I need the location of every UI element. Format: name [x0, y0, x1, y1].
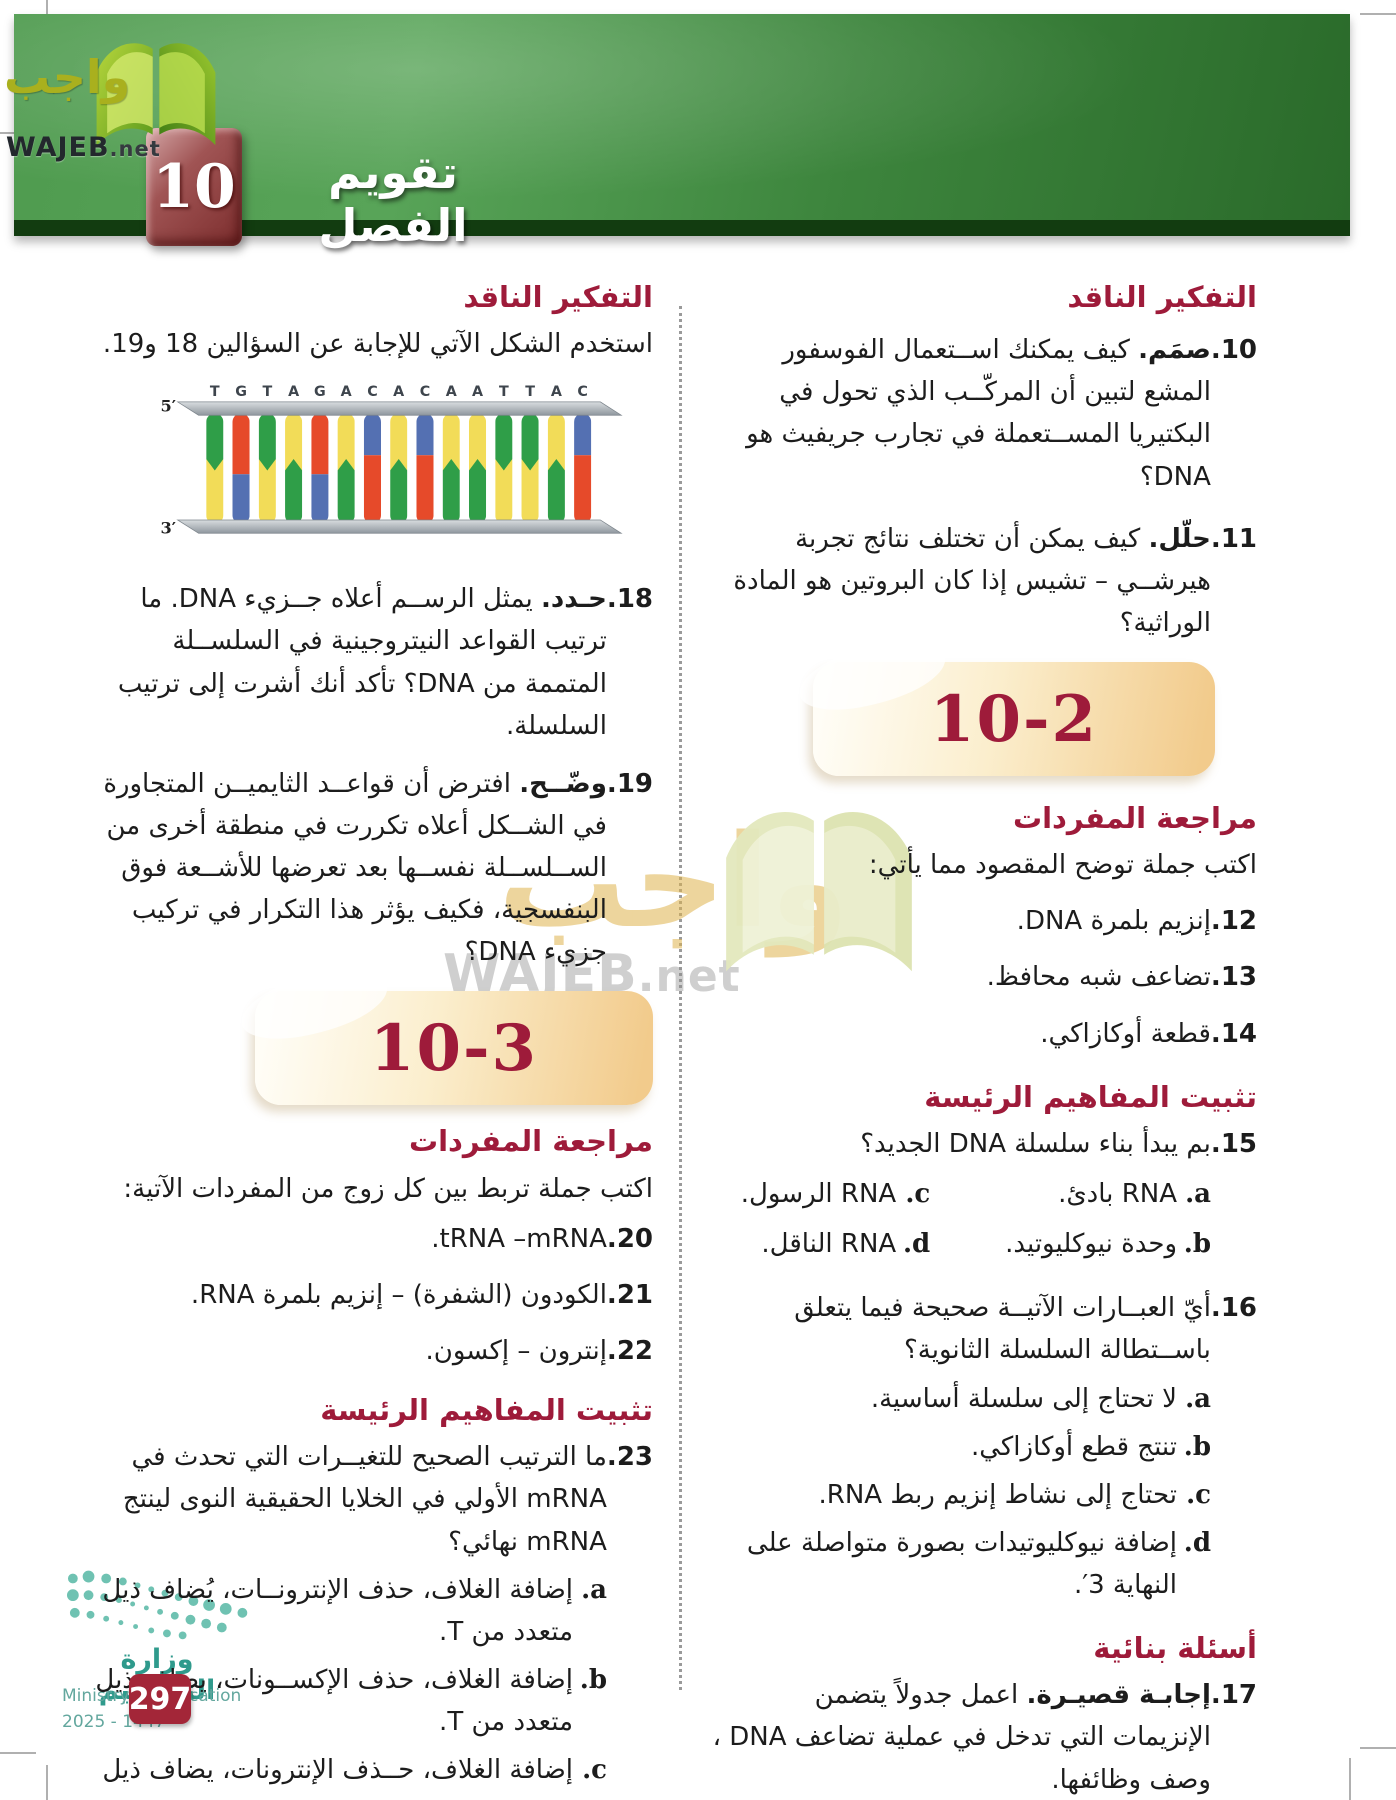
- section-badge-10-2: 10-2: [813, 662, 1215, 777]
- dna-bottom-rail: [176, 519, 623, 535]
- watermark-book-icon: [726, 811, 912, 972]
- question-text: حلّل. كيف يمكن أن تختلف نتائج تجربة هيرش…: [733, 523, 1211, 638]
- option-c: c. إضافة الغلاف، حــذف الإنترونات، يضاف ذ…: [102, 1755, 607, 1800]
- question-20: 20. tRNA –mRNA.: [431, 1223, 653, 1254]
- heading-main-ideas-right: تثبيت المفاهيم الرئيسة: [924, 1079, 1257, 1114]
- five-prime-label: 5′: [161, 397, 177, 416]
- chapter-number: 10: [152, 152, 236, 222]
- dna-top-rail: [176, 401, 623, 416]
- svg-text:A: A: [288, 385, 299, 401]
- svg-text:T: T: [499, 385, 509, 401]
- question-15: 15. بم يبدأ بناء سلسلة DNA الجديد؟: [860, 1128, 1257, 1159]
- svg-text:A: A: [551, 385, 562, 401]
- question-17: 17. إجابـة قصيـرة. اعمل جدولاً يتضمن الإ…: [712, 1680, 1257, 1795]
- open-book-icon: [96, 43, 216, 146]
- column-right: التفكير الناقد 10. صمَم. كيف يمكنك اســت…: [712, 275, 1257, 1800]
- question-number: 11.: [1210, 523, 1257, 554]
- option-a: a. RNA بادئ.: [1058, 1179, 1211, 1210]
- option-d: d. RNA الناقل.: [761, 1229, 931, 1260]
- option-c: c. RNA الرسول.: [740, 1179, 931, 1210]
- vocab-intro-right: اكتب جملة توضح المقصود مما يأتي:: [868, 850, 1257, 881]
- question-11: 11. حلّل. كيف يمكن أن تختلف نتائج تجربة …: [712, 518, 1257, 644]
- question-number: 10.: [1210, 335, 1257, 366]
- question-19: 19. وضّــح. افترض أن قواعــد الثايميــن …: [103, 768, 653, 968]
- question-16-options: a. لا تحتاج إلى سلسلة أساسية. b. تنتج قطع …: [712, 1378, 1257, 1607]
- wajeb-brand-latin: WAJEB.net: [6, 132, 161, 163]
- figure-instruction: استخدم الشكل الآتي للإجابة عن السؤالين 1…: [102, 329, 653, 360]
- svg-text:A: A: [472, 385, 483, 401]
- question-23: 23. ما الترتيب الصحيح للتغيــرات التي تح…: [122, 1442, 653, 1557]
- svg-text:T: T: [262, 385, 272, 401]
- page-title: تقويم الفصل: [318, 146, 468, 252]
- svg-text:T: T: [525, 385, 535, 401]
- heading-constructed-response: أسئلة بنائية: [1093, 1631, 1257, 1666]
- cropmark-bottom-left-h: [0, 1752, 36, 1754]
- svg-text:A: A: [341, 385, 352, 401]
- svg-text:G: G: [314, 385, 326, 401]
- question-16: 16. أيّ العبــارات الآتيــة صحيحة فيما ي…: [794, 1293, 1257, 1366]
- column-left: التفكير الناقد استخدم الشكل الآتي للإجاب…: [95, 275, 653, 1800]
- question-21: 21. الكودون (الشفرة) – إنزيم بلمرة RNA.: [190, 1279, 653, 1310]
- page-number: 297: [128, 1681, 192, 1717]
- chapter-number-badge: 10: [146, 128, 242, 246]
- svg-text:C: C: [367, 385, 377, 401]
- header-dark-strip: [14, 220, 1350, 236]
- cropmark-top-right-h: [1360, 13, 1396, 15]
- chapter-header-band: [14, 14, 1350, 236]
- heading-vocab-review-left: مراجعة المفردات: [408, 1124, 653, 1159]
- svg-text:T: T: [210, 385, 220, 401]
- dna-bars-layer: [206, 413, 592, 525]
- option-b: b. تنتج قطع أوكازاكي.: [970, 1431, 1211, 1462]
- option-c: c. تحتاج إلى نشاط إنزيم ربط RNA.: [818, 1479, 1211, 1510]
- option-d: d. إضافة نيوكليوتيدات بصورة متواصلة على ا…: [746, 1527, 1211, 1600]
- svg-text:A: A: [446, 385, 457, 401]
- ministry-logo-dots: [66, 1570, 248, 1640]
- question-10: 10. صمَم. كيف يمكنك اســتعمال الفوسفور ا…: [712, 329, 1257, 497]
- svg-text:G: G: [235, 385, 247, 401]
- section-badge-10-3: 10-3: [255, 991, 653, 1106]
- svg-text:C: C: [420, 385, 430, 401]
- heading-main-ideas-left: تثبيت المفاهيم الرئيسة: [320, 1393, 653, 1428]
- section-badge-label: 10-3: [369, 1010, 539, 1086]
- option-a: a. إضافة الغلاف، حذف الإنترونــات، يُضاف …: [102, 1574, 607, 1647]
- question-14: 14. قطعة أوكازاكي.: [1040, 1018, 1257, 1049]
- question-12: 12. إنزيم بلمرة DNA.: [1016, 906, 1257, 937]
- three-prime-label: 3′: [161, 519, 177, 538]
- option-b: b. وحدة نيوكليوتيد.: [1005, 1229, 1211, 1260]
- question-15-options: a. RNA بادئ. c. RNA الرسول. b. وحدة نيوكليو…: [712, 1165, 1257, 1265]
- vocab-intro-left: اكتب جملة تربط بين كل زوج من المفردات ال…: [123, 1173, 653, 1204]
- wajeb-logo: واجب WAJEB.net: [4, 6, 234, 196]
- question-text: صمَم. كيف يمكنك اســتعمال الفوسفور المشع…: [746, 335, 1211, 492]
- section-badge-label: 10-2: [929, 681, 1099, 757]
- svg-text:C: C: [577, 385, 587, 401]
- question-13: 13. تضاعف شبه محافظ.: [986, 962, 1257, 993]
- wajeb-brand-arabic: واجب: [4, 50, 131, 104]
- heading-critical-thinking-right: التفكير الناقد: [1067, 280, 1257, 314]
- cropmark-bottom-right-h: [1360, 1747, 1396, 1749]
- heading-critical-thinking-left: التفكير الناقد: [463, 280, 653, 314]
- page-number-badge: 297: [129, 1674, 191, 1724]
- cropmark-bottom-right-v: [1349, 1758, 1351, 1800]
- heading-vocab-review-right: مراجعة المفردات: [1012, 801, 1257, 836]
- question-22: 22. إنترون – إكسون.: [425, 1335, 654, 1366]
- question-18: 18. حـدد. يمثل الرســم أعلاه جــزيء DNA.…: [117, 584, 653, 741]
- svg-text:A: A: [393, 385, 404, 401]
- option-a: a. لا تحتاج إلى سلسلة أساسية.: [870, 1383, 1211, 1414]
- column-divider: [679, 306, 682, 1690]
- cropmark-bottom-left-v: [46, 1765, 48, 1800]
